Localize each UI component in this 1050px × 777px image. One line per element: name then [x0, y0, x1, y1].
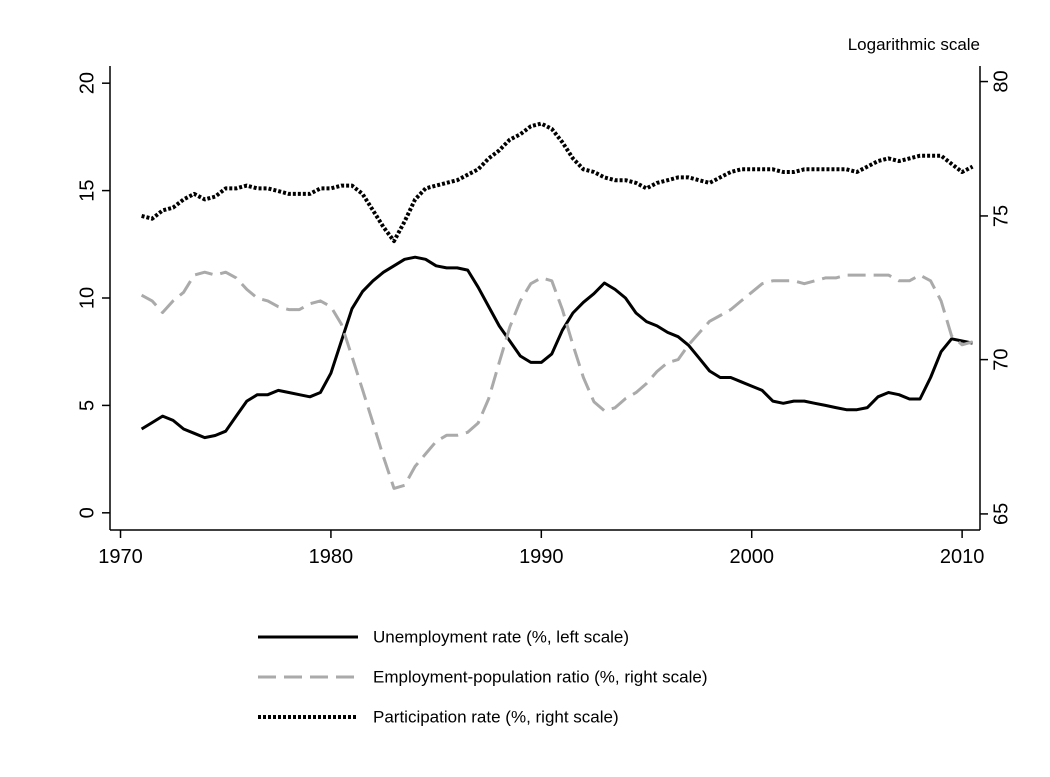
legend-label: Participation rate (%, right scale): [373, 707, 619, 726]
x-tick-label: 1980: [309, 546, 354, 568]
y2-tick-label: 70: [990, 348, 1012, 370]
x-tick-label: 1990: [519, 546, 564, 568]
x-tick-label: 2000: [729, 546, 774, 568]
axis-note: Logarithmic scale: [848, 35, 980, 54]
x-tick-label: 2010: [940, 546, 985, 568]
y-tick-label: 0: [76, 507, 98, 518]
y2-tick-label: 80: [990, 70, 1012, 92]
y2-tick-label: 65: [990, 503, 1012, 525]
series-line: [140, 270, 974, 490]
y-tick-label: 15: [76, 179, 98, 201]
x-tick-label: 1970: [98, 546, 143, 568]
y-tick-label: 5: [76, 400, 98, 411]
series-line: [140, 255, 973, 440]
y-tick-label: 10: [76, 287, 98, 309]
legend-label: Employment-population ratio (%, right sc…: [373, 667, 707, 686]
legend-label: Unemployment rate (%, left scale): [373, 627, 629, 646]
y2-tick-label: 75: [990, 205, 1012, 227]
series-line: [141, 121, 974, 244]
y-tick-label: 20: [76, 72, 98, 94]
